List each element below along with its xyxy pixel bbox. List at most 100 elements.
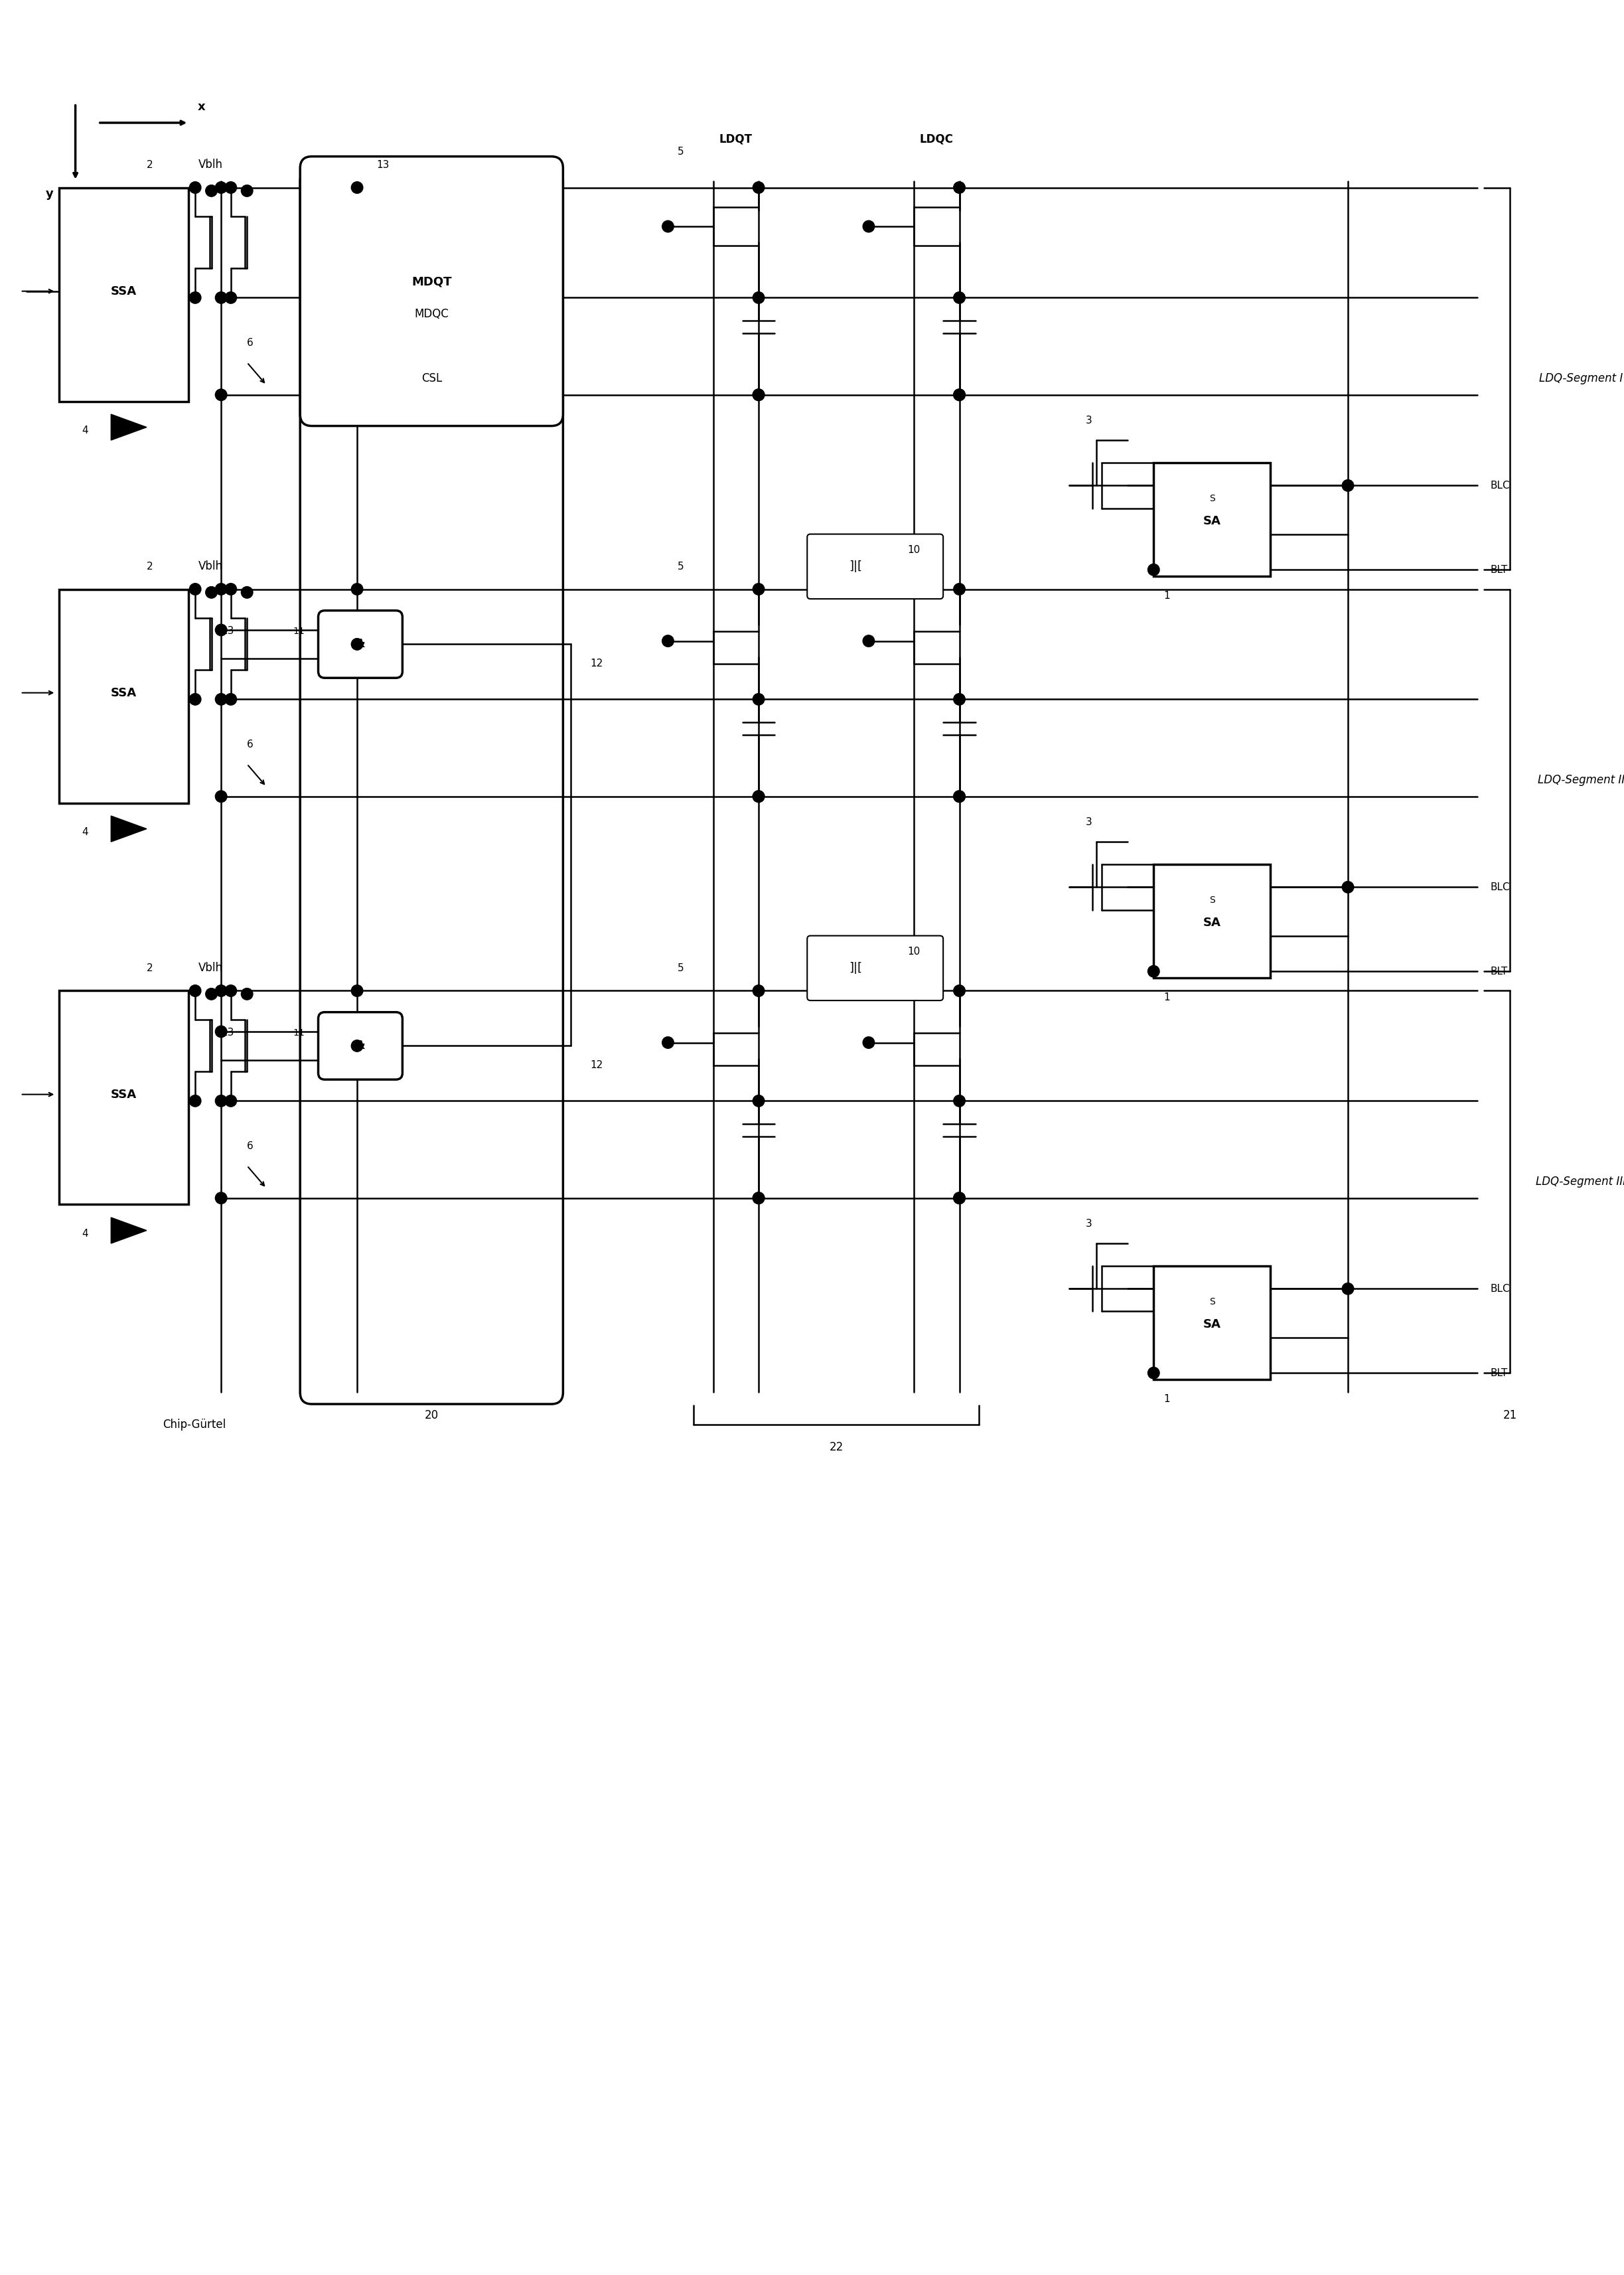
Circle shape	[862, 1037, 875, 1049]
Text: 13: 13	[221, 1028, 234, 1037]
Circle shape	[663, 1037, 674, 1049]
Circle shape	[226, 1094, 237, 1106]
Text: BLT: BLT	[1491, 1367, 1507, 1379]
Circle shape	[953, 182, 965, 193]
Text: SSA: SSA	[110, 284, 136, 298]
Circle shape	[862, 221, 875, 232]
Circle shape	[663, 635, 674, 646]
Circle shape	[953, 792, 965, 803]
Circle shape	[242, 987, 253, 999]
Circle shape	[351, 582, 362, 596]
Text: MDQC: MDQC	[414, 307, 448, 321]
Circle shape	[216, 389, 227, 400]
Circle shape	[1148, 965, 1160, 978]
Text: 1: 1	[1163, 592, 1169, 601]
Polygon shape	[110, 414, 146, 439]
Polygon shape	[110, 817, 146, 842]
Text: x: x	[198, 100, 206, 111]
Circle shape	[226, 582, 237, 596]
Text: LDQT: LDQT	[719, 132, 752, 146]
Text: S: S	[1208, 896, 1215, 905]
Text: 11: 11	[292, 1028, 305, 1037]
Text: 6: 6	[247, 739, 253, 748]
Text: 2: 2	[146, 562, 153, 571]
Text: y: y	[45, 189, 54, 200]
Text: 3: 3	[1086, 416, 1091, 425]
Circle shape	[1148, 1367, 1160, 1379]
Circle shape	[226, 694, 237, 705]
Circle shape	[754, 792, 765, 803]
Circle shape	[216, 182, 227, 193]
Text: 4: 4	[81, 828, 88, 837]
Circle shape	[216, 1094, 227, 1106]
Circle shape	[953, 1094, 965, 1106]
Text: 5: 5	[677, 562, 684, 571]
Text: MDQT: MDQT	[411, 275, 451, 287]
Text: SA: SA	[1203, 917, 1221, 928]
Circle shape	[754, 985, 765, 996]
Text: Vblh: Vblh	[198, 560, 222, 573]
FancyBboxPatch shape	[318, 610, 403, 678]
Circle shape	[206, 587, 218, 598]
Text: 2: 2	[146, 159, 153, 171]
Circle shape	[216, 291, 227, 303]
Circle shape	[351, 182, 362, 193]
Circle shape	[190, 582, 201, 596]
Polygon shape	[110, 1217, 146, 1244]
Circle shape	[242, 587, 253, 598]
Text: 3: 3	[1086, 817, 1091, 828]
Circle shape	[216, 985, 227, 996]
Text: 4: 4	[81, 1228, 88, 1238]
Text: Chip-Gürtel: Chip-Gürtel	[162, 1420, 226, 1431]
Text: 12: 12	[590, 660, 603, 669]
Circle shape	[1341, 480, 1354, 491]
Circle shape	[206, 987, 218, 999]
Bar	[1153, 864, 1270, 978]
Text: 22: 22	[830, 1442, 843, 1454]
Circle shape	[754, 582, 765, 596]
Circle shape	[226, 985, 237, 996]
Text: &: &	[356, 1040, 365, 1051]
Text: BLT: BLT	[1491, 967, 1507, 976]
Circle shape	[754, 291, 765, 303]
Text: 20: 20	[424, 1408, 438, 1422]
Circle shape	[754, 1094, 765, 1106]
Circle shape	[1148, 564, 1160, 576]
Circle shape	[754, 182, 765, 193]
Text: LDQ-Segment II: LDQ-Segment II	[1538, 774, 1624, 787]
Text: 12: 12	[590, 1060, 603, 1069]
Text: 2: 2	[146, 962, 153, 974]
FancyBboxPatch shape	[318, 1012, 403, 1081]
Circle shape	[351, 985, 362, 996]
Text: BLC: BLC	[1491, 883, 1510, 892]
Circle shape	[953, 582, 965, 596]
Text: BLC: BLC	[1491, 1283, 1510, 1294]
Circle shape	[216, 1192, 227, 1203]
Text: Vblh: Vblh	[198, 159, 222, 171]
Circle shape	[190, 1094, 201, 1106]
Text: BLT: BLT	[1491, 564, 1507, 576]
Circle shape	[953, 291, 965, 303]
Text: LDQ-Segment I: LDQ-Segment I	[1540, 373, 1622, 384]
Circle shape	[226, 182, 237, 193]
Bar	[1153, 462, 1270, 576]
FancyBboxPatch shape	[300, 157, 564, 425]
Circle shape	[216, 694, 227, 705]
Circle shape	[1341, 880, 1354, 894]
Text: 13: 13	[377, 159, 390, 171]
Text: ]|[: ]|[	[849, 962, 862, 974]
Text: S: S	[1208, 1297, 1215, 1306]
Text: 11: 11	[292, 626, 305, 637]
Text: BLC: BLC	[1491, 480, 1510, 491]
Text: 6: 6	[247, 339, 253, 348]
Text: LDQC: LDQC	[919, 132, 953, 146]
Text: CSL: CSL	[421, 373, 442, 384]
Circle shape	[216, 1026, 227, 1037]
Bar	[1153, 1267, 1270, 1379]
Text: S: S	[1208, 494, 1215, 503]
Circle shape	[190, 985, 201, 996]
Circle shape	[190, 291, 201, 303]
Circle shape	[216, 623, 227, 635]
Circle shape	[754, 1192, 765, 1203]
Text: 10: 10	[908, 546, 921, 555]
